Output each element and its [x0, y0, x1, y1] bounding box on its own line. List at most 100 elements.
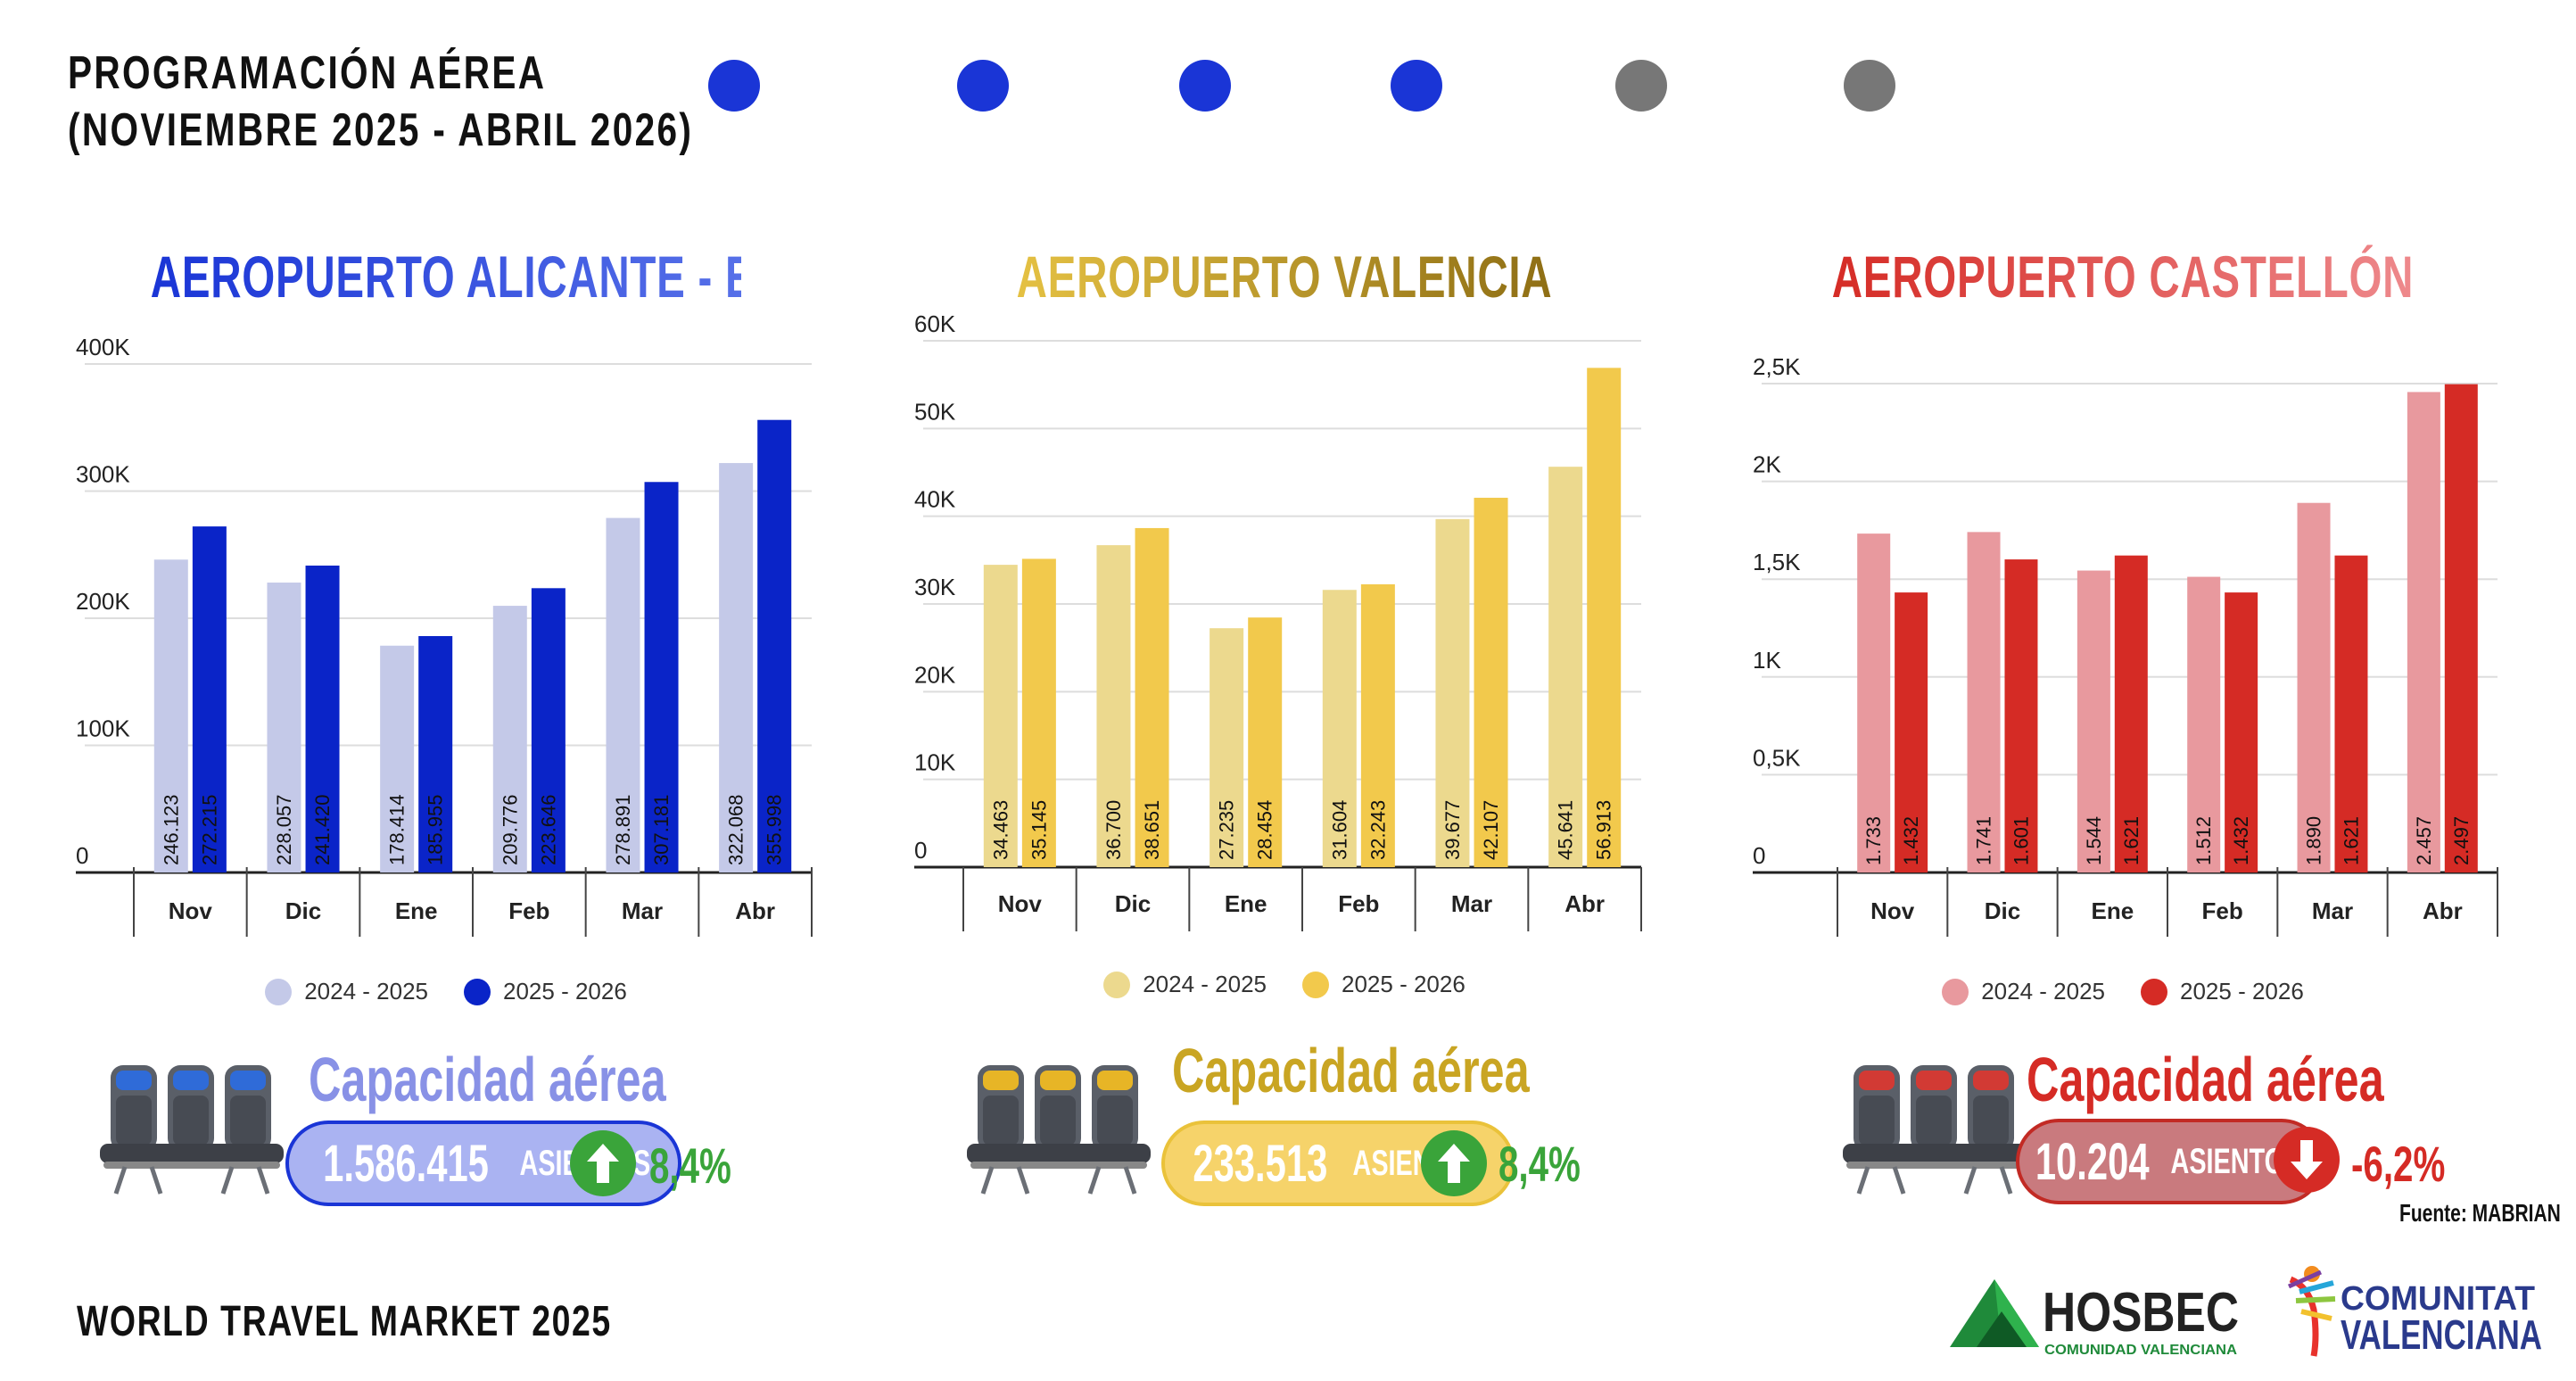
capacity-value: 233.513 — [1193, 1134, 1328, 1193]
bar-value-label: 32.243 — [1366, 800, 1389, 860]
arrow-down-icon — [2274, 1127, 2340, 1193]
legend-label: 2024 - 2025 — [304, 978, 428, 1005]
x-tick-label: Dic — [1985, 897, 2020, 924]
bar-value-label: 39.677 — [1441, 800, 1464, 860]
capacity-title: Capacidad aérea — [2027, 1045, 2384, 1114]
bar-previous — [267, 583, 301, 872]
capacity-change: -6,2% — [2351, 1136, 2446, 1192]
y-tick-label: 60K — [914, 310, 956, 337]
bar-value-label: 34.463 — [989, 800, 1011, 860]
bar-value-label: 355.998 — [764, 794, 786, 865]
bar-previous — [2297, 502, 2331, 872]
capacity-value: 1.586.415 — [323, 1134, 490, 1193]
legend-item-2024: 2024 - 2025 — [265, 978, 428, 1005]
bar-previous — [380, 645, 415, 872]
bar-previous — [1322, 590, 1357, 867]
y-tick-label: 200K — [76, 588, 130, 615]
capacity-value-pill: 10.204 ASIENTOS — [2016, 1119, 2324, 1204]
airplane-seats-icon — [1843, 1065, 2027, 1195]
legend-dot-icon — [464, 978, 491, 1005]
bar-chart-castellon: 0 0,5K 1K 1,5K 2K 2,5K Nov 1.733 1.432 Dic 1.741 1.… — [1753, 353, 2498, 937]
bar-value-label: 2.457 — [2413, 816, 2435, 865]
y-tick-label: 300K — [76, 461, 130, 488]
legend-alicante: 2024 - 2025 2025 - 2026 — [36, 978, 856, 1005]
bar-value-label: 31.604 — [1328, 800, 1350, 860]
page-title: PROGRAMACIÓN AÉREA (NOVIEMBRE 2025 - ABR… — [68, 45, 693, 159]
x-tick-label: Ene — [395, 897, 438, 924]
y-tick-label: 2,5K — [1753, 353, 1801, 380]
y-tick-label: 100K — [76, 715, 130, 742]
bar-previous — [1096, 545, 1131, 867]
capacity-value: 10.204 — [2035, 1132, 2150, 1191]
bar-previous — [719, 463, 754, 872]
bar-value-label: 1.621 — [2340, 816, 2362, 865]
bar-value-label: 1.601 — [2010, 816, 2032, 865]
airplane-seats-icon — [100, 1065, 284, 1195]
y-tick-label: 0 — [914, 837, 927, 864]
legend-dot-icon — [265, 978, 293, 1005]
bar-previous — [153, 559, 188, 872]
y-tick-label: 40K — [914, 486, 956, 513]
comunitat-valenciana-logo: COMUNITAT VALENCIANA — [2287, 1266, 2542, 1358]
bar-previous — [1548, 467, 1583, 867]
legend-item-2025: 2025 - 2026 — [1302, 971, 1466, 998]
x-tick-label: Ene — [1225, 890, 1267, 917]
bar-current — [531, 588, 566, 872]
capacity-valencia: Capacidad aérea 233.513 ASIENTOS 8,4% — [965, 1035, 1643, 1213]
bar-value-label: 178.414 — [386, 794, 409, 865]
panel-castellon: AEROPUERTO CASTELLÓN 0 0,5K 1K 1,5K 2K 2,5K No… — [1713, 232, 2533, 1267]
panel-alicante: AEROPUERTO ALICANTE - ELCHE 0 100K 200K 300… — [36, 232, 871, 1267]
arrow-up-icon — [1421, 1130, 1487, 1196]
progress-step-active — [1391, 60, 1442, 112]
y-tick-label: 50K — [914, 398, 956, 425]
legend-valencia: 2024 - 2025 2025 - 2026 — [874, 971, 1695, 998]
progress-step-inactive — [1844, 60, 1895, 112]
y-tick-label: 0 — [76, 842, 88, 869]
bar-value-label: 1.512 — [2192, 816, 2215, 865]
bar-value-label: 1.544 — [2083, 816, 2105, 865]
bar-previous — [2187, 576, 2221, 872]
capacity-title: Capacidad aérea — [1172, 1036, 1530, 1105]
x-tick-label: Nov — [169, 897, 213, 924]
legend-dot-icon — [2141, 978, 2167, 1005]
x-tick-label: Mar — [622, 897, 663, 924]
bar-previous — [2076, 570, 2110, 872]
x-tick-label: Mar — [1451, 890, 1492, 917]
y-tick-label: 1K — [1753, 647, 1781, 674]
bar-value-label: 2.497 — [2450, 816, 2473, 865]
x-tick-label: Feb — [508, 897, 549, 924]
y-tick-label: 400K — [76, 334, 130, 360]
capacity-castellon: Capacidad aérea 10.204 ASIENTOS -6,2% — [1841, 1044, 2519, 1222]
bar-current — [1360, 583, 1395, 867]
bar-current — [1248, 617, 1283, 867]
x-tick-label: Feb — [1338, 890, 1379, 917]
panel-valencia: AEROPUERTO VALENCIA 0 10K 20K 30K 40K 50K 60K N… — [874, 232, 1695, 1267]
capacity-alicante: Capacidad aérea 1.586.415 ASIENTOS 8,4% — [98, 1044, 776, 1222]
x-tick-label: Dic — [1115, 890, 1151, 917]
bar-chart-alicante: 0 100K 200K 300K 400K Nov 246.123 272.215 Dic 228… — [76, 334, 813, 937]
x-tick-label: Nov — [998, 890, 1043, 917]
bar-value-label: 1.432 — [2230, 816, 2252, 865]
bar-value-label: 322.068 — [725, 794, 747, 865]
bar-value-label: 56.913 — [1593, 800, 1615, 860]
bar-previous — [1210, 628, 1244, 867]
bar-value-label: 42.107 — [1480, 800, 1502, 860]
x-tick-label: Feb — [2202, 897, 2243, 924]
bar-value-label: 1.741 — [1973, 816, 1995, 865]
bar-previous — [492, 606, 527, 872]
bar-current — [1587, 368, 1622, 868]
legend-item-2024: 2024 - 2025 — [1942, 978, 2105, 1005]
bar-value-label: 228.057 — [273, 794, 295, 865]
chart-title-valencia: AEROPUERTO VALENCIA — [989, 243, 1580, 310]
legend-castellon: 2024 - 2025 2025 - 2026 — [1713, 978, 2533, 1005]
bar-previous — [1967, 532, 2001, 872]
y-tick-label: 30K — [914, 574, 956, 600]
bar-value-label: 307.181 — [650, 794, 673, 865]
bar-value-label: 38.651 — [1141, 800, 1163, 860]
legend-label: 2025 - 2026 — [503, 978, 627, 1005]
legend-label: 2025 - 2026 — [1342, 971, 1466, 997]
progress-step-active — [708, 60, 760, 112]
title-line-2: (NOVIEMBRE 2025 - ABRIL 2026) — [68, 104, 694, 156]
bar-previous — [606, 517, 640, 872]
hosbec-wordmark: HOSBEC — [2043, 1282, 2239, 1344]
